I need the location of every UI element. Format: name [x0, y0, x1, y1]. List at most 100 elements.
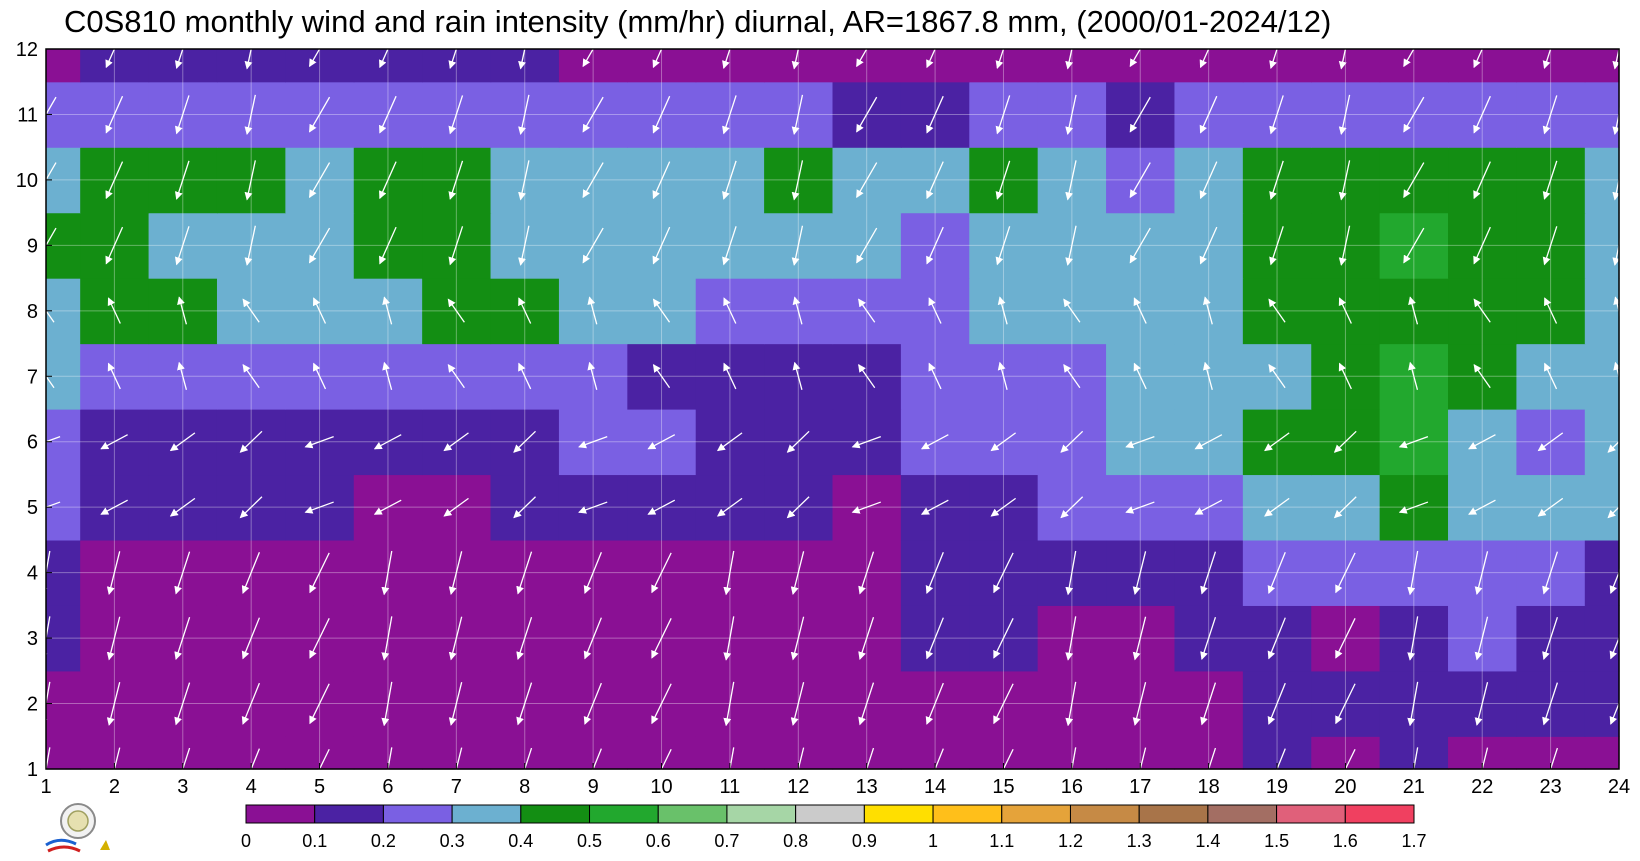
- wind-arrow: [920, 434, 949, 450]
- heatmap-cell: [1106, 49, 1176, 83]
- colorbar-swatch: [314, 804, 384, 824]
- x-tick-label: 15: [992, 776, 1014, 798]
- wind-arrow: [105, 161, 124, 200]
- heatmap-cell: [1584, 212, 1620, 279]
- colorbar-swatch: [863, 804, 934, 824]
- colorbar-swatch: [520, 804, 591, 824]
- wind-arrow: [1065, 681, 1077, 727]
- wind-arrow: [1200, 551, 1217, 595]
- wind-arrow: [1474, 616, 1489, 661]
- colorbar-tick-label: 0.2: [371, 831, 396, 851]
- wind-arrow: [786, 430, 810, 453]
- wind-arrow: [1542, 616, 1559, 660]
- wind-arrow: [1333, 496, 1357, 519]
- wind-arrow: [309, 618, 330, 659]
- wind-arrow: [1537, 432, 1564, 452]
- wind-arrow: [993, 552, 1014, 594]
- wind-arrow: [1269, 226, 1284, 266]
- wind-arrow: [858, 616, 875, 660]
- wind-arrow: [652, 363, 671, 389]
- wind-arrow: [1129, 162, 1151, 199]
- wind-arrow: [1065, 616, 1077, 661]
- colorbar-swatch: [245, 804, 316, 824]
- x-tick-label: 11: [720, 776, 741, 798]
- wind-arrow: [990, 432, 1016, 452]
- wind-arrow: [723, 550, 735, 596]
- wind-arrow: [583, 617, 602, 660]
- wind-arrow: [587, 296, 598, 325]
- wind-arrow: [1403, 227, 1425, 264]
- wind-arrow: [995, 95, 1011, 135]
- wind-arrow: [1544, 362, 1558, 390]
- wind-arrow: [587, 361, 598, 390]
- wind-arrow: [578, 435, 608, 449]
- wind-arrow: [242, 363, 260, 389]
- y-tick-label: 8: [27, 301, 38, 323]
- wind-arrow: [1544, 297, 1558, 324]
- wind-arrow: [381, 550, 393, 596]
- wind-arrow: [1132, 551, 1147, 595]
- colorbar-swatch: [1069, 804, 1140, 824]
- y-tick-label: 7: [27, 366, 38, 388]
- heatmap-cell: [558, 49, 628, 83]
- x-tick-label: 2: [109, 776, 120, 798]
- wind-arrow: [304, 501, 334, 514]
- wind-arrow: [382, 296, 393, 325]
- wind-arrow: [105, 226, 124, 265]
- wind-arrow: [1199, 226, 1218, 265]
- wind-arrow: [926, 161, 944, 200]
- wind-arrow: [1063, 363, 1081, 389]
- wind-arrow: [373, 434, 402, 450]
- y-tick-label: 3: [27, 628, 38, 650]
- wind-arrow: [856, 227, 878, 264]
- y-tick-label: 4: [27, 563, 38, 585]
- wind-arrow: [925, 551, 944, 594]
- y-tick-label: 10: [16, 170, 38, 192]
- wind-arrow: [578, 501, 608, 514]
- heatmap-cell: [832, 49, 902, 83]
- wind-arrow: [722, 95, 737, 135]
- heatmap-cell: [1516, 49, 1586, 83]
- heatmap-cell: [1584, 605, 1620, 672]
- wind-arrow: [100, 499, 128, 515]
- heatmap-cell: [80, 49, 150, 83]
- wind-arrow: [792, 296, 803, 325]
- wind-arrow: [1065, 94, 1077, 135]
- wind-arrow: [1129, 96, 1151, 133]
- wind-arrow: [1407, 550, 1419, 596]
- wind-arrow: [518, 94, 530, 135]
- wind-arrow: [447, 298, 465, 323]
- wind-arrows: [30, 29, 1631, 792]
- colorbar-swatch: [932, 804, 1003, 824]
- x-tick-label: 4: [246, 776, 257, 798]
- colorbar: 0 0.1 0.2 0.3 0.4 0.5 0.6 0.7 0.8 0.9 1 1.1 1.2 1.3 1.…: [241, 804, 1427, 851]
- wind-arrow: [926, 95, 944, 134]
- heatmap-cells: [46, 49, 1620, 770]
- wind-arrow: [1468, 499, 1496, 515]
- colorbar-tick-label: 0.7: [714, 831, 739, 851]
- wind-arrow: [174, 682, 191, 726]
- colorbar-tick-label: 0.6: [646, 831, 671, 851]
- wind-arrow: [1202, 296, 1213, 325]
- wind-arrow: [990, 497, 1016, 517]
- wind-arrow: [241, 551, 261, 594]
- wind-arrow: [858, 551, 875, 595]
- wind-arrow: [1125, 435, 1155, 449]
- wind-arrow: [513, 496, 536, 519]
- wind-arrow: [925, 617, 944, 660]
- x-tick-label: 22: [1471, 776, 1493, 798]
- wind-arrow: [651, 618, 672, 659]
- colorbar-swatch: [1276, 804, 1346, 824]
- wind-arrow: [792, 361, 803, 390]
- heatmap-cell: [1584, 670, 1620, 737]
- x-tick-label: 6: [382, 776, 393, 798]
- colorbar-swatch: [726, 804, 797, 824]
- wind-arrow: [447, 363, 465, 389]
- wind-arrow: [858, 363, 876, 389]
- wind-arrow: [993, 618, 1014, 659]
- wind-arrow: [518, 225, 530, 266]
- y-tick-label: 5: [27, 497, 38, 519]
- x-tick-label: 18: [1198, 776, 1220, 798]
